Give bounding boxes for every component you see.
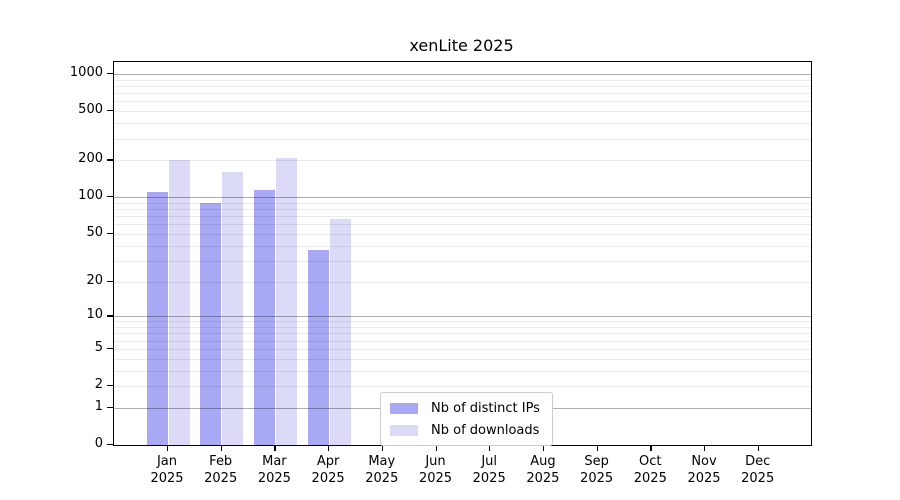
x-tick-mar-2025 xyxy=(274,445,276,451)
y-tick-label-20: 20 xyxy=(86,272,103,288)
gridline-minor-3 xyxy=(114,370,811,372)
gridline-minor-4 xyxy=(114,358,811,360)
x-tick-label-feb-2025: Feb 2025 xyxy=(204,454,238,486)
x-tick-label-jun-2025: Jun 2025 xyxy=(418,454,453,486)
gridline-minor-50 xyxy=(114,233,811,235)
x-tick-label-oct-2025: Oct 2025 xyxy=(633,454,667,486)
gridline-minor-800 xyxy=(114,85,811,87)
x-tick-label-dec-2025: Dec 2025 xyxy=(741,454,775,486)
x-tick-label-jan-2025: Jan 2025 xyxy=(150,454,184,486)
gridline-major-1000 xyxy=(114,73,811,75)
legend: Nb of distinct IPs Nb of downloads xyxy=(380,392,553,446)
y-tick-label-5: 5 xyxy=(94,339,103,355)
x-tick-label-apr-2025: Apr 2025 xyxy=(311,454,345,486)
y-tick-5 xyxy=(107,347,113,350)
x-tick-label-aug-2025: Aug 2025 xyxy=(526,454,560,486)
y-tick-label-10: 10 xyxy=(86,307,103,323)
gridline-minor-40 xyxy=(114,245,811,247)
gridline-minor-6 xyxy=(114,340,811,342)
y-tick-20 xyxy=(107,280,113,282)
x-tick-dec-2025 xyxy=(757,445,759,451)
bar-nb-of-distinct-ips-jan-2025 xyxy=(146,192,168,445)
chart-title: xenLite 2025 xyxy=(409,36,514,55)
x-tick-aug-2025 xyxy=(542,445,545,451)
gridline-minor-80 xyxy=(114,209,811,211)
y-tick-2 xyxy=(107,385,113,387)
gridline-minor-30 xyxy=(114,260,811,262)
gridline-minor-200 xyxy=(114,160,811,162)
gridline-minor-2 xyxy=(114,386,811,387)
gridline-minor-500 xyxy=(114,111,811,113)
x-tick-apr-2025 xyxy=(328,445,330,451)
legend-swatch-distinct-ips xyxy=(390,402,418,414)
gridline-minor-8 xyxy=(114,327,811,328)
y-tick-100 xyxy=(107,196,113,198)
x-tick-oct-2025 xyxy=(650,445,652,451)
y-tick-1 xyxy=(107,406,113,409)
y-tick-500 xyxy=(107,110,113,112)
y-tick-label-0: 0 xyxy=(94,436,103,451)
x-tick-label-sep-2025: Sep 2025 xyxy=(580,454,614,486)
y-tick-label-1: 1 xyxy=(94,398,103,414)
y-tick-label-2: 2 xyxy=(94,377,103,392)
bar-nb-of-downloads-apr-2025 xyxy=(329,219,351,445)
gridline-major-100 xyxy=(114,197,811,199)
plot-area: Nb of distinct IPs Nb of downloads xyxy=(113,61,812,446)
x-tick-label-mar-2025: Mar 2025 xyxy=(257,454,291,486)
y-tick-0 xyxy=(107,444,113,446)
x-tick-label-nov-2025: Nov 2025 xyxy=(687,454,721,486)
gridline-major-10 xyxy=(114,316,811,318)
y-tick-label-200: 200 xyxy=(78,151,103,167)
y-tick-10 xyxy=(107,315,113,317)
y-tick-50 xyxy=(107,232,113,235)
x-tick-feb-2025 xyxy=(220,445,222,451)
gridline-minor-700 xyxy=(114,93,811,95)
x-tick-jan-2025 xyxy=(167,445,169,451)
gridline-minor-600 xyxy=(114,101,811,103)
legend-label-distinct-ips: Nb of distinct IPs xyxy=(431,400,540,416)
gridline-minor-90 xyxy=(114,202,811,204)
y-tick-label-500: 500 xyxy=(78,102,103,118)
gridline-minor-9 xyxy=(114,321,811,323)
bar-nb-of-downloads-feb-2025 xyxy=(222,172,244,445)
bar-nb-of-downloads-mar-2025 xyxy=(275,157,297,445)
x-tick-jul-2025 xyxy=(489,445,491,451)
x-tick-sep-2025 xyxy=(596,445,598,451)
bar-nb-of-distinct-ips-feb-2025 xyxy=(200,202,222,445)
legend-entry-downloads: Nb of downloads xyxy=(390,421,540,439)
x-tick-nov-2025 xyxy=(704,445,706,451)
y-tick-label-100: 100 xyxy=(78,188,103,204)
gridline-minor-20 xyxy=(114,281,811,283)
x-tick-may-2025 xyxy=(381,445,384,451)
y-tick-200 xyxy=(107,159,113,161)
gridline-minor-70 xyxy=(114,216,811,218)
gridline-minor-7 xyxy=(114,333,811,335)
legend-label-downloads: Nb of downloads xyxy=(431,422,540,438)
gridline-minor-60 xyxy=(114,224,811,226)
bar-nb-of-downloads-jan-2025 xyxy=(168,160,190,445)
y-tick-label-1000: 1000 xyxy=(69,64,103,80)
x-tick-jun-2025 xyxy=(435,445,437,451)
legend-entry-distinct-ips: Nb of distinct IPs xyxy=(390,399,540,417)
x-tick-label-jul-2025: Jul 2025 xyxy=(472,454,506,486)
gridline-minor-5 xyxy=(114,348,811,350)
y-tick-label-50: 50 xyxy=(86,224,103,240)
x-tick-label-may-2025: May 2025 xyxy=(365,454,399,486)
bar-nb-of-distinct-ips-apr-2025 xyxy=(307,249,329,445)
gridline-minor-400 xyxy=(114,123,811,125)
gridline-minor-900 xyxy=(114,79,811,81)
gridline-minor-300 xyxy=(114,138,811,140)
y-tick-1000 xyxy=(107,72,113,75)
bar-nb-of-distinct-ips-mar-2025 xyxy=(253,189,275,445)
legend-swatch-downloads xyxy=(390,424,418,436)
